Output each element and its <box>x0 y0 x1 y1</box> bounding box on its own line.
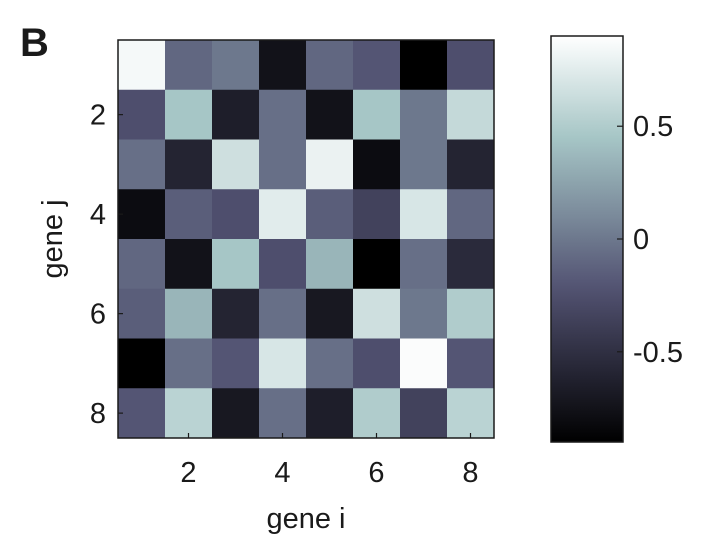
heatmap-cell <box>118 239 166 290</box>
panel-letter: B <box>20 21 49 65</box>
heatmap-cell <box>259 139 307 190</box>
colorbar-tick-label: 0.5 <box>633 111 673 143</box>
heatmap-cell <box>165 89 213 140</box>
heatmap-cell <box>165 189 213 240</box>
y-tick-label: 8 <box>90 398 106 430</box>
heatmap-cell <box>165 288 213 339</box>
heatmap-cell <box>165 388 213 439</box>
heatmap-cell <box>447 338 495 389</box>
colorbar-tick-label: -0.5 <box>633 337 683 369</box>
heatmap-cell <box>212 189 260 240</box>
heatmap-cell <box>400 239 448 290</box>
heatmap-cell <box>447 288 495 339</box>
heatmap-cell <box>306 338 354 389</box>
y-axis-label: gene j <box>37 199 69 278</box>
y-axis-ticks: 2 4 6 8 <box>90 100 123 430</box>
heatmap-cell <box>212 288 260 339</box>
heatmap-cell <box>353 338 401 389</box>
heatmap-cell <box>118 139 166 190</box>
heatmap-frame <box>117 39 495 439</box>
heatmap-cell <box>400 40 448 91</box>
heatmap-cells <box>118 40 495 439</box>
heatmap-cell <box>306 89 354 140</box>
y-tick-label: 4 <box>90 199 106 231</box>
heatmap-cell <box>353 40 401 91</box>
heatmap-cell <box>165 338 213 389</box>
heatmap-cell <box>118 189 166 240</box>
heatmap-cell <box>165 239 213 290</box>
heatmap-cell <box>353 388 401 439</box>
heatmap-cell <box>259 189 307 240</box>
heatmap-cell <box>212 139 260 190</box>
heatmap-cell <box>118 288 166 339</box>
heatmap-cell <box>165 139 213 190</box>
heatmap-cell <box>353 189 401 240</box>
x-tick-label: 4 <box>274 457 290 489</box>
heatmap-cell <box>306 40 354 91</box>
heatmap-cell <box>400 338 448 389</box>
colorbar-ticks: 0.5 0 -0.5 <box>617 111 683 369</box>
heatmap-cell <box>306 189 354 240</box>
heatmap-cell <box>212 239 260 290</box>
heatmap-cell <box>259 239 307 290</box>
x-tick-label: 8 <box>462 457 478 489</box>
heatmap-cell <box>400 139 448 190</box>
heatmap-cell <box>118 89 166 140</box>
heatmap-cell <box>306 388 354 439</box>
heatmap-cell <box>353 239 401 290</box>
heatmap-cell <box>400 288 448 339</box>
heatmap-cell <box>259 40 307 91</box>
y-tick-label: 2 <box>90 100 106 132</box>
x-axis-ticks: 2 4 6 8 <box>180 433 479 489</box>
heatmap-cell <box>259 288 307 339</box>
heatmap-cell <box>118 40 166 91</box>
heatmap-cell <box>353 139 401 190</box>
heatmap-cell <box>353 288 401 339</box>
heatmap-cell <box>447 139 495 190</box>
heatmap-cell <box>353 89 401 140</box>
heatmap-cell <box>118 388 166 439</box>
heatmap-cell <box>259 89 307 140</box>
heatmap-cell <box>212 40 260 91</box>
heatmap-cell <box>212 388 260 439</box>
heatmap-cell <box>306 239 354 290</box>
y-tick-label: 6 <box>90 299 106 331</box>
x-tick-label: 2 <box>180 457 196 489</box>
colorbar-tick-label: 0 <box>633 224 649 256</box>
x-axis-label: gene i <box>266 503 345 535</box>
heatmap-cell <box>118 338 166 389</box>
heatmap-cell <box>165 40 213 91</box>
heatmap-cell <box>447 239 495 290</box>
heatmap-cell <box>259 338 307 389</box>
heatmap-cell <box>400 189 448 240</box>
heatmap-cell <box>306 288 354 339</box>
x-tick-label: 6 <box>368 457 384 489</box>
heatmap-cell <box>212 338 260 389</box>
heatmap-cell <box>259 388 307 439</box>
heatmap-cell <box>306 139 354 190</box>
heatmap-cell <box>447 189 495 240</box>
colorbar <box>550 35 624 443</box>
heatmap-cell <box>212 89 260 140</box>
heatmap-cell <box>447 40 495 91</box>
heatmap-cell <box>447 89 495 140</box>
heatmap-cell <box>400 89 448 140</box>
heatmap-cell <box>447 388 495 439</box>
heatmap-cell <box>400 388 448 439</box>
